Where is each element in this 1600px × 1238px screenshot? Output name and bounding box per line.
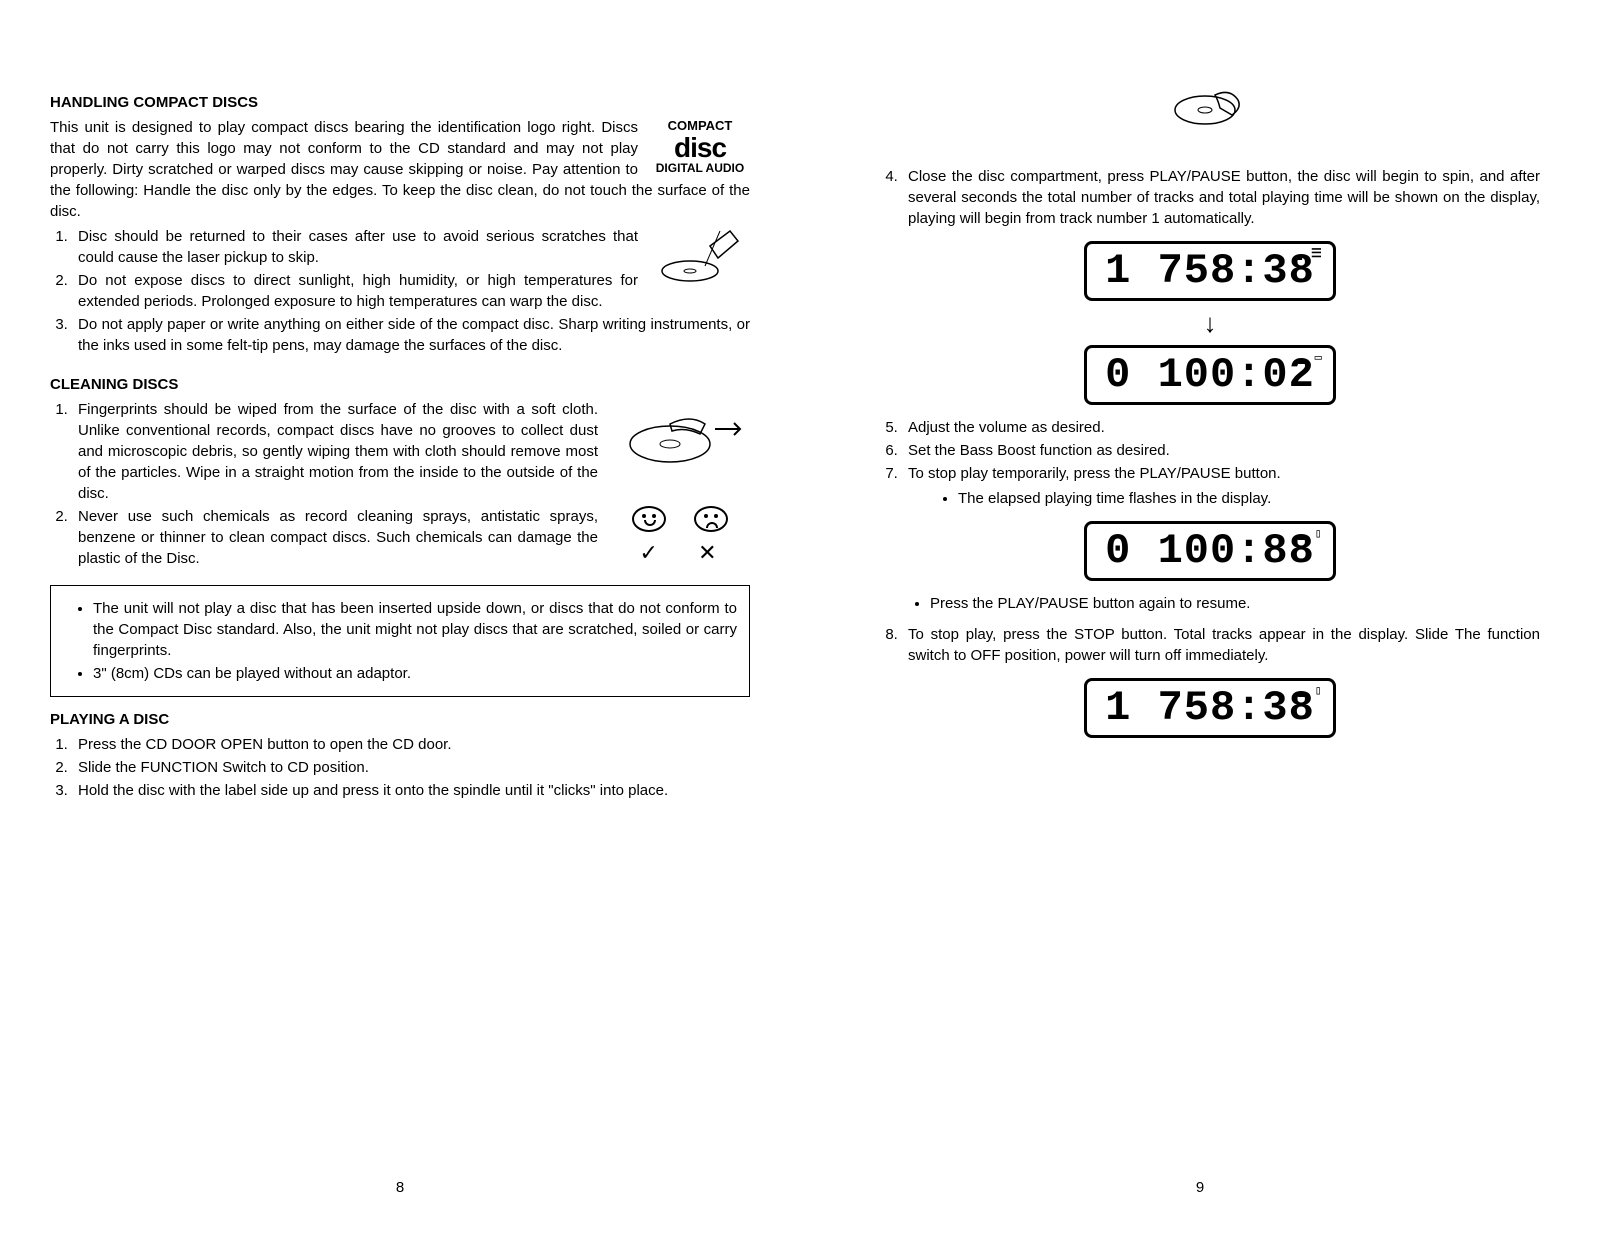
lcd-icons: ▂ ▭ (1298, 352, 1323, 364)
push-disc-illustration (880, 80, 1540, 146)
playing-item: To stop play, press the STOP button. Tot… (902, 624, 1540, 666)
sub-item: The elapsed playing time flashes in the … (958, 488, 1540, 509)
lcd-icons: ▂ ▯ (1298, 685, 1323, 697)
sad-face-icon (694, 506, 728, 532)
lcd-group-3: ▂ ▯ 1 758:38 (880, 678, 1540, 738)
lcd-display: ▂ ☰ 1 758:38 (1084, 241, 1336, 301)
playing-list-cont3: To stop play, press the STOP button. Tot… (880, 624, 1540, 666)
playing-item: Adjust the volume as desired. (902, 417, 1540, 438)
playing-item: Set the Bass Boost function as desired. (902, 440, 1540, 461)
lcd-display: ▂ ▭ 0 100:02 (1084, 345, 1336, 405)
playing-list: Press the CD DOOR OPEN button to open th… (50, 734, 750, 801)
heading-handling: HANDLING COMPACT DISCS (50, 92, 750, 113)
intro-paragraph: This unit is designed to play compact di… (50, 117, 750, 222)
playing-list-cont: Close the disc compartment, press PLAY/P… (880, 166, 1540, 229)
compact-disc-logo: COMPACT disc DIGITAL AUDIO (650, 117, 750, 177)
cross-icon: ✕ (698, 540, 716, 565)
sub-item: Press the PLAY/PAUSE button again to res… (930, 593, 1540, 614)
down-arrow-icon: ↓ (880, 305, 1540, 341)
wipe-illustration (610, 399, 750, 479)
lcd-group-1: ▂ ☰ 1 758:38 ↓ ▂ ▭ 0 100:02 (880, 241, 1540, 405)
disc-lift-illustration (650, 226, 750, 286)
playing-item: Slide the FUNCTION Switch to CD position… (72, 757, 750, 778)
page-number: 8 (0, 1177, 800, 1198)
handling-item: Do not apply paper or write anything on … (72, 314, 750, 356)
playing-item: Close the disc compartment, press PLAY/P… (902, 166, 1540, 229)
resume-list: Press the PLAY/PAUSE button again to res… (880, 593, 1540, 614)
happy-face-icon (632, 506, 666, 532)
note-item: 3" (8cm) CDs can be played without an ad… (93, 663, 737, 684)
playing-list-cont2: Adjust the volume as desired. Set the Ba… (880, 417, 1540, 509)
check-icon: ✓ (639, 540, 657, 565)
handling-item: Disc should be returned to their cases a… (72, 226, 750, 268)
lcd-icons: ▂ ▯ (1298, 528, 1323, 540)
lcd-display: ▂ ▯ 1 758:38 (1084, 678, 1336, 738)
note-item: The unit will not play a disc that has b… (93, 598, 737, 661)
handling-list: Disc should be returned to their cases a… (50, 226, 750, 356)
page-right: Close the disc compartment, press PLAY/P… (800, 0, 1600, 1238)
playing-item: To stop play temporarily, press the PLAY… (902, 463, 1540, 509)
page-number: 9 (800, 1177, 1600, 1198)
lcd-group-2: ▂ ▯ 0 100:88 (880, 521, 1540, 581)
heading-cleaning: CLEANING DISCS (50, 374, 750, 395)
lcd-display: ▂ ▯ 0 100:88 (1084, 521, 1336, 581)
heading-playing: PLAYING A DISC (50, 709, 750, 730)
page-left: HANDLING COMPACT DISCS COMPACT disc DIGI… (0, 0, 800, 1238)
smiley-illustration: ✓ ✕ (610, 506, 750, 569)
playing-item: Hold the disc with the label side up and… (72, 780, 750, 801)
handling-item: Do not expose discs to direct sunlight, … (72, 270, 750, 312)
playing-item: Press the CD DOOR OPEN button to open th… (72, 734, 750, 755)
lcd-icons: ▂ ☰ (1295, 248, 1323, 260)
cleaning-item: ✓ ✕ Never use such chemicals as record c… (72, 506, 750, 569)
note-box: The unit will not play a disc that has b… (50, 585, 750, 697)
